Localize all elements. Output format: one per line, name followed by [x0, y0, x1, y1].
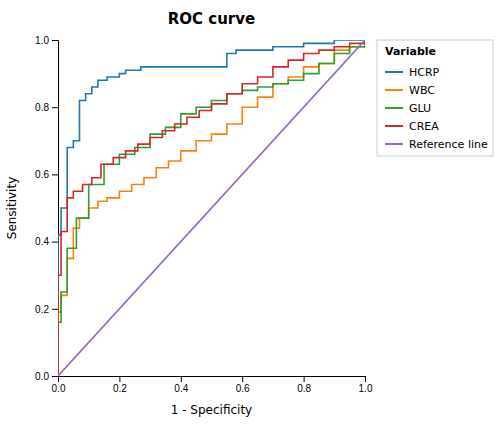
tick: 1.0	[359, 376, 373, 394]
tick-mark	[52, 40, 58, 41]
legend-swatch	[385, 143, 403, 145]
tick: 0.6	[236, 376, 250, 394]
tick-label: 0.4	[35, 236, 49, 247]
series-line	[58, 40, 365, 376]
tick-mark	[365, 376, 366, 382]
legend-label: Reference line	[409, 138, 488, 151]
tick-mark	[52, 107, 58, 108]
series-line	[58, 40, 365, 376]
tick-mark	[52, 309, 58, 310]
tick: 0.6	[35, 169, 58, 180]
tick: 0.8	[35, 102, 58, 113]
tick-label: 1.0	[359, 383, 373, 394]
tick-label: 0.6	[236, 383, 250, 394]
tick-label: 0.0	[52, 383, 66, 394]
axis-line	[59, 377, 366, 383]
tick-label: 0.0	[35, 371, 49, 382]
tick-label: 0.4	[174, 383, 188, 394]
legend-title: Variable	[385, 45, 436, 58]
legend-label: CREA	[409, 120, 439, 133]
tick-label: 1.0	[35, 35, 49, 46]
legend-swatch	[385, 89, 403, 91]
tick: 0.0	[35, 371, 58, 382]
tick-mark	[52, 174, 58, 175]
y-axis-title: Sensitivity	[5, 177, 19, 239]
tick: 0.4	[35, 236, 58, 247]
legend-label: GLU	[409, 102, 431, 115]
chart: 0.0 0.2 0.4 0.6 0.8 1.0 0.0 0.2 0.4 0.6 0.8 1.0 ROC …	[0, 0, 500, 424]
tick: 0.2	[113, 376, 127, 394]
tick-label: 0.8	[297, 383, 311, 394]
tick: 1.0	[35, 35, 58, 46]
tick: 0.0	[52, 376, 66, 394]
tick: 0.4	[174, 376, 188, 394]
tick-label: 0.8	[35, 102, 49, 113]
y-axis: 0.0 0.2 0.4 0.6 0.8 1.0	[35, 35, 58, 382]
legend-swatch	[385, 71, 403, 73]
tick-mark	[181, 376, 182, 382]
tick-label: 0.6	[35, 169, 49, 180]
tick-mark	[242, 376, 243, 382]
x-axis: 0.0 0.2 0.4 0.6 0.8 1.0	[52, 376, 373, 394]
tick: 0.8	[297, 376, 311, 394]
legend-label: WBC	[409, 84, 435, 97]
tick-mark	[52, 376, 58, 377]
series-line	[58, 40, 365, 376]
x-axis-title: 1 - Specificity	[171, 403, 252, 417]
legend-frame	[377, 40, 493, 156]
legend-swatch	[385, 125, 403, 127]
tick-label: 0.2	[113, 383, 127, 394]
tick-mark	[119, 376, 120, 382]
legend-swatch	[385, 107, 403, 109]
tick-mark	[304, 376, 305, 382]
tick-label: 0.2	[35, 304, 49, 315]
plot-area	[58, 40, 365, 376]
tick-mark	[52, 242, 58, 243]
axis-line	[52, 41, 59, 377]
legend: Variable HCRP WBC GLU CREA Reference line	[377, 40, 493, 156]
series-line	[58, 40, 365, 376]
title: ROC curve	[168, 10, 255, 28]
legend-label: HCRP	[409, 66, 440, 79]
series-line	[58, 40, 365, 376]
tick: 0.2	[35, 304, 58, 315]
